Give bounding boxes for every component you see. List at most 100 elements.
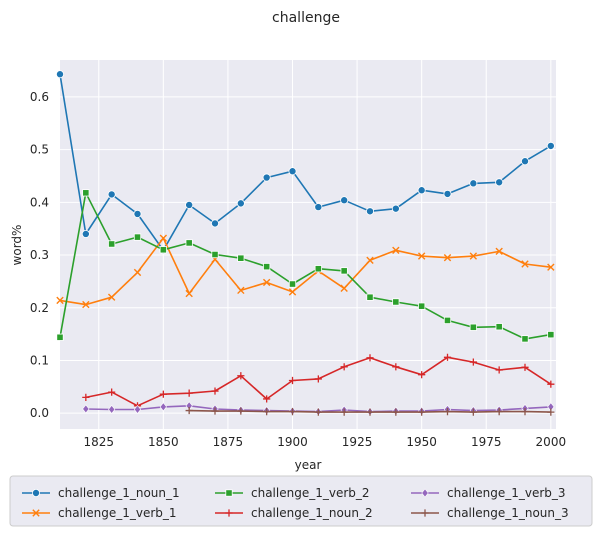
- data-point: [262, 173, 271, 182]
- legend-item: challenge_1_verb_3: [411, 486, 566, 500]
- data-point: [288, 408, 297, 416]
- data-point: [495, 247, 503, 256]
- data-point: [314, 375, 322, 383]
- data-point: [82, 393, 90, 401]
- series-layer: [56, 70, 555, 417]
- data-point: [288, 280, 297, 288]
- data-point: [417, 252, 426, 260]
- data-point: [133, 268, 142, 277]
- data-point: [211, 407, 219, 415]
- data-point: [469, 358, 477, 366]
- data-point: [417, 186, 426, 195]
- data-point: [366, 408, 374, 416]
- data-point: [107, 190, 116, 199]
- legend-item: challenge_1_noun_2: [215, 506, 373, 520]
- data-point: [443, 353, 452, 361]
- data-point: [185, 239, 193, 247]
- x-tick-label: 2000: [536, 435, 567, 449]
- series-challenge_1_noun_1: [56, 70, 555, 255]
- data-point: [392, 363, 400, 371]
- data-point: [443, 316, 452, 325]
- data-point: [365, 207, 374, 216]
- data-point: [340, 196, 349, 205]
- data-point: [262, 278, 271, 287]
- x-axis-label: year: [295, 458, 322, 472]
- data-point: [495, 366, 503, 374]
- data-point: [547, 331, 555, 339]
- series-challenge_1_verb_2: [56, 189, 555, 343]
- data-point: [469, 323, 477, 331]
- data-point: [159, 234, 168, 242]
- data-point: [469, 252, 478, 260]
- data-point: [237, 286, 245, 295]
- data-point: [159, 246, 167, 254]
- data-point: [495, 323, 503, 331]
- data-point: [366, 293, 374, 301]
- y-tick-label: 0.4: [30, 195, 49, 209]
- legend-label: challenge_1_verb_2: [251, 486, 370, 500]
- data-point: [236, 199, 245, 208]
- series-challenge_1_verb_1: [56, 234, 555, 309]
- data-point: [314, 203, 323, 212]
- data-point: [288, 376, 297, 385]
- data-point: [391, 204, 400, 213]
- data-point: [392, 246, 400, 254]
- data-point: [547, 263, 555, 271]
- data-point: [495, 178, 504, 187]
- data-point: [108, 388, 116, 396]
- data-point: [225, 489, 233, 497]
- legend-item: challenge_1_noun_1: [22, 486, 180, 500]
- data-point: [32, 488, 41, 497]
- data-point: [82, 189, 90, 197]
- x-tick-label: 1950: [406, 435, 437, 449]
- data-point: [314, 265, 322, 273]
- plot-area: [60, 60, 556, 429]
- data-point: [521, 335, 529, 343]
- grid-lines: [60, 60, 556, 429]
- data-point: [133, 405, 142, 414]
- data-point: [56, 296, 64, 305]
- data-point: [82, 300, 90, 309]
- data-point: [340, 408, 348, 416]
- x-tick-label: 1975: [471, 435, 502, 449]
- data-point: [237, 254, 245, 262]
- y-axis-ticks: 0.0 0.1 0.2 0.3 0.4 0.5 0.6: [30, 90, 49, 420]
- y-tick-label: 0.0: [30, 406, 49, 420]
- data-point: [521, 157, 530, 166]
- x-tick-label: 1850: [148, 435, 179, 449]
- data-point: [340, 267, 348, 275]
- data-point: [32, 509, 40, 517]
- data-point: [418, 408, 426, 416]
- data-point: [237, 407, 245, 415]
- data-point: [421, 509, 429, 517]
- data-point: [495, 408, 503, 416]
- legend-label: challenge_1_noun_2: [251, 506, 373, 520]
- series-line: [59, 74, 552, 252]
- data-point: [133, 233, 142, 241]
- data-point: [521, 408, 529, 416]
- data-point: [521, 363, 529, 371]
- data-point: [108, 240, 116, 248]
- legend-label: challenge_1_verb_3: [447, 486, 566, 500]
- data-point: [443, 408, 452, 416]
- y-tick-label: 0.2: [30, 301, 49, 315]
- y-tick-label: 0.3: [30, 248, 49, 262]
- chart-title: challenge: [272, 10, 340, 26]
- y-tick-label: 0.6: [30, 90, 49, 104]
- data-point: [392, 408, 400, 416]
- legend: challenge_1_noun_1 challenge_1_verb_1 chal…: [9, 475, 593, 527]
- data-point: [159, 402, 167, 412]
- data-point: [443, 253, 452, 262]
- legend-label: challenge_1_noun_1: [58, 486, 180, 500]
- data-point: [56, 70, 65, 79]
- y-tick-label: 0.1: [30, 353, 49, 367]
- legend-item: challenge_1_verb_2: [215, 486, 370, 500]
- data-point: [108, 405, 116, 414]
- data-point: [418, 302, 426, 310]
- series-challenge_1_noun_3: [185, 406, 555, 416]
- data-point: [521, 260, 529, 268]
- data-point: [366, 354, 374, 362]
- x-tick-label: 1900: [277, 435, 308, 449]
- data-point: [185, 406, 193, 415]
